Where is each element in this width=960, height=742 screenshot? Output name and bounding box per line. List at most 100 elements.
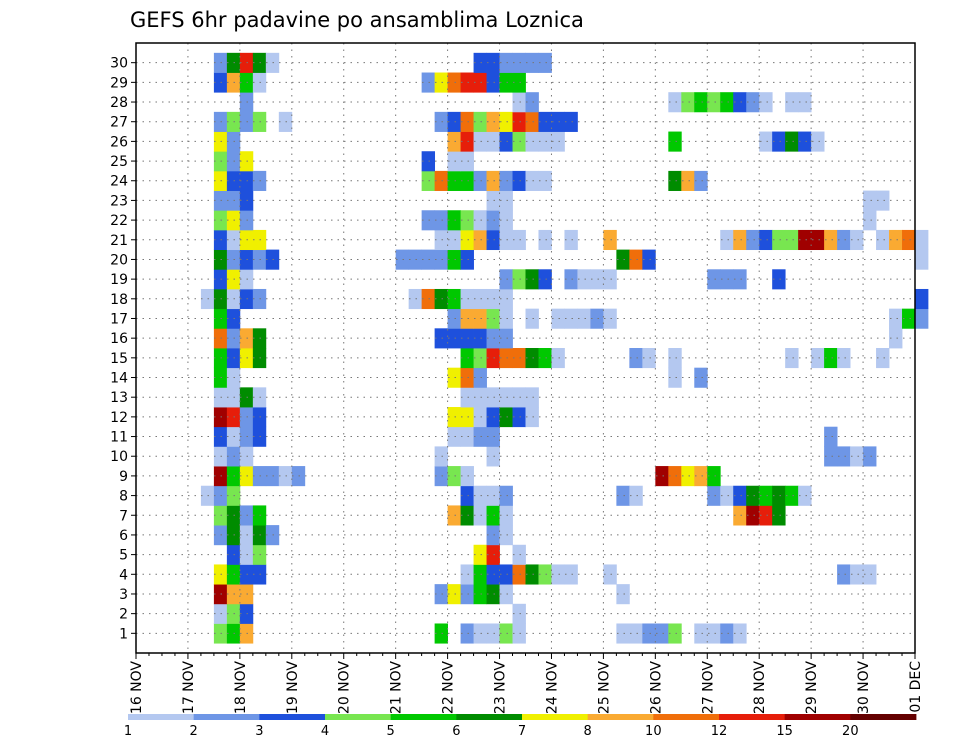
heatmap-cell — [434, 72, 448, 93]
heatmap-cell — [447, 229, 461, 251]
heatmap-cell — [473, 426, 487, 447]
y-tick-label: 14 — [110, 371, 128, 387]
colorbar-swatch — [259, 714, 326, 720]
heatmap-cell — [538, 269, 552, 290]
heatmap-cell — [434, 249, 448, 270]
y-tick-label: 5 — [119, 548, 128, 564]
x-tick-label: 28 NOV — [752, 661, 768, 715]
heatmap-cell — [694, 367, 708, 388]
heatmap-cell — [460, 426, 474, 447]
heatmap-cell — [499, 131, 513, 152]
heatmap-cell — [668, 92, 682, 113]
heatmap-cell — [499, 288, 513, 310]
heatmap-cell — [447, 367, 461, 388]
heatmap-cell — [499, 328, 513, 349]
heatmap-cell — [473, 584, 487, 605]
colorbar-label: 8 — [584, 724, 592, 739]
x-tick-label: 21 NOV — [389, 661, 405, 715]
colorbar-label: 10 — [645, 724, 662, 739]
heatmap-cell — [655, 466, 669, 487]
heatmap-cell — [629, 623, 643, 644]
heatmap-cell — [499, 72, 513, 93]
heatmap-cell — [460, 564, 474, 585]
heatmap-cell — [564, 229, 578, 251]
heatmap-cell — [681, 466, 695, 487]
heatmap-cell — [733, 269, 747, 290]
heatmap-cell — [486, 348, 500, 369]
heatmap-cell — [720, 485, 734, 506]
heatmap-cell — [772, 229, 786, 251]
y-tick-label: 3 — [119, 587, 128, 603]
heatmap-cell — [551, 308, 565, 329]
heatmap-cell — [473, 544, 487, 565]
heatmap-cell — [551, 348, 565, 369]
heatmap-cell — [499, 170, 513, 191]
heatmap-cell — [525, 407, 539, 428]
heatmap-cell — [434, 466, 448, 487]
heatmap-cell — [759, 485, 773, 506]
heatmap-cell — [486, 72, 500, 93]
heatmap-cell — [512, 131, 526, 152]
heatmap-cell — [707, 466, 721, 487]
heatmap-cell — [564, 111, 578, 132]
heatmap-cell — [902, 229, 916, 251]
heatmap-cell — [434, 584, 448, 605]
heatmap-cell — [486, 387, 500, 408]
y-tick-label: 1 — [119, 626, 128, 642]
heatmap-cell — [499, 505, 513, 526]
heatmap-cell — [707, 485, 721, 506]
colorbar-label: 3 — [255, 724, 263, 739]
heatmap-cell — [434, 170, 448, 191]
heatmap-cell — [525, 308, 539, 329]
y-tick-label: 7 — [119, 508, 128, 524]
heatmap-cell — [486, 505, 500, 526]
heatmap-cell — [460, 111, 474, 132]
colorbar-swatch — [784, 714, 851, 720]
heatmap-cell — [707, 269, 721, 290]
y-tick-label: 21 — [110, 233, 128, 249]
heatmap-cell — [681, 92, 695, 113]
colorbar-label: 15 — [776, 724, 793, 739]
heatmap-cell — [512, 348, 526, 369]
y-tick-label: 2 — [119, 607, 128, 623]
colorbar-label: 5 — [387, 724, 395, 739]
colorbar-swatch — [719, 714, 786, 720]
heatmap-cell — [733, 505, 747, 526]
heatmap-cell — [512, 72, 526, 93]
heatmap-cell — [863, 446, 877, 467]
heatmap-cell — [486, 170, 500, 191]
y-tick-label: 30 — [110, 56, 128, 72]
heatmap-cell — [460, 485, 474, 506]
heatmap-cell — [473, 229, 487, 251]
heatmap-cell — [473, 623, 487, 644]
heatmap-cell — [473, 367, 487, 388]
heatmap-cell — [915, 308, 929, 329]
heatmap-cell — [447, 505, 461, 526]
heatmap-cell — [473, 505, 487, 526]
heatmap-cell — [512, 52, 526, 73]
heatmap-cell — [642, 623, 656, 644]
heatmap-cell — [694, 466, 708, 487]
heatmap-cell — [395, 249, 410, 270]
colorbar-swatch — [193, 714, 260, 720]
heatmap-cell — [616, 249, 630, 270]
heatmap-cell — [837, 348, 851, 369]
heatmap-cell — [915, 229, 929, 251]
heatmap-cell — [824, 229, 838, 251]
x-tick-label: 18 NOV — [233, 661, 249, 715]
heatmap-cell — [473, 170, 487, 191]
heatmap-cell — [837, 564, 851, 585]
heatmap-cell — [824, 446, 838, 467]
heatmap-cell — [876, 348, 890, 369]
colorbar-label: 12 — [711, 724, 728, 739]
heatmap-cell — [733, 92, 747, 113]
heatmap-cell — [499, 387, 513, 408]
x-tick-label: 22 NOV — [441, 661, 457, 715]
heatmap-cell — [720, 92, 734, 113]
heatmap-cell — [512, 229, 526, 251]
heatmap-cell — [811, 348, 825, 369]
heatmap-cell — [499, 623, 513, 644]
heatmap-cell — [473, 407, 487, 428]
heatmap-cell — [785, 348, 799, 369]
heatmap-cell — [798, 131, 812, 152]
